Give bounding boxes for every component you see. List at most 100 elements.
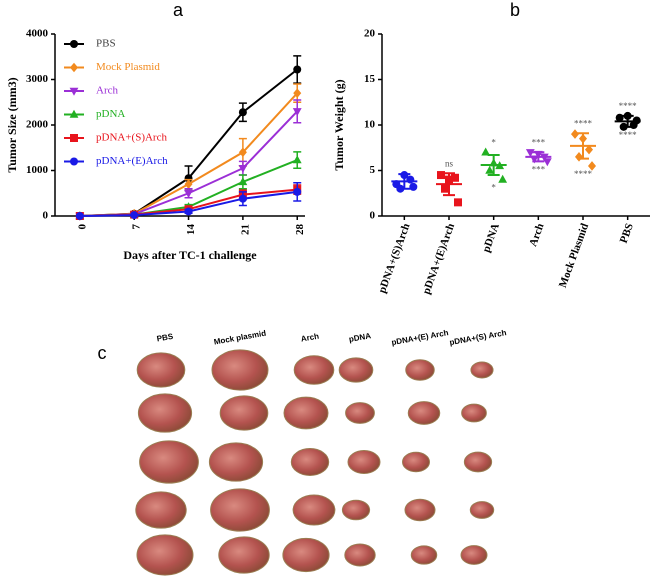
- tumor-photo: [282, 537, 330, 573]
- tumor-photo: [341, 499, 371, 521]
- x-tick-label: pDNA: [480, 222, 502, 254]
- marker: [238, 177, 248, 186]
- tumor-photo: [407, 401, 441, 425]
- column-label: Mock plasmid: [213, 329, 267, 347]
- marker: [525, 149, 535, 158]
- x-tick-label: PBS: [618, 222, 636, 245]
- significance: ****: [619, 130, 638, 140]
- marker: [445, 175, 453, 184]
- significance: ****: [619, 101, 638, 111]
- y-tick-label: 0: [370, 210, 376, 222]
- tumor-photo: [347, 449, 381, 475]
- marker: [238, 147, 247, 158]
- marker: [441, 184, 449, 193]
- marker: [585, 144, 593, 155]
- marker: [542, 158, 552, 167]
- x-tick-label: Mock Plasmid: [557, 222, 591, 290]
- tumor-photo: [208, 442, 264, 482]
- x-tick-label: 14: [185, 224, 197, 236]
- tumor-photo: [139, 440, 199, 484]
- marker: [489, 158, 499, 167]
- column-label: pDNA+(S) Arch: [449, 328, 508, 347]
- tumor-photo: [290, 448, 330, 476]
- marker: [70, 40, 78, 48]
- marker: [292, 108, 302, 117]
- tumor-photo: [283, 396, 329, 430]
- x-tick-label: Arch: [527, 222, 546, 248]
- panel-label: a: [173, 0, 184, 20]
- y-axis-label: Tumor Weight (g): [332, 79, 346, 170]
- x-tick-label: pDNA+(E)Arch: [420, 222, 457, 296]
- y-axis-label: Tumor Size (mm3): [5, 77, 19, 172]
- marker: [533, 150, 543, 159]
- marker: [75, 212, 84, 220]
- marker: [293, 88, 302, 98]
- marker: [529, 155, 539, 164]
- marker: [238, 165, 248, 174]
- tumor-photo: [463, 451, 493, 473]
- legend-label: Mock Plasmid: [96, 61, 160, 73]
- tumor-photo: [219, 395, 269, 431]
- marker: [238, 194, 247, 203]
- marker: [69, 87, 79, 96]
- marker: [396, 184, 405, 193]
- tumor-photo: [135, 491, 187, 529]
- tumor-photo: [470, 361, 494, 379]
- significance: ****: [574, 169, 593, 179]
- x-tick-label: 0: [76, 224, 88, 230]
- panel-label: c: [98, 343, 107, 363]
- tumor-photo: [344, 543, 376, 567]
- tumor-photo: [210, 488, 270, 532]
- tumor-photo: [469, 501, 495, 519]
- marker: [69, 109, 79, 118]
- marker: [495, 161, 505, 170]
- tumor-photo: [136, 534, 194, 576]
- marker: [454, 198, 462, 207]
- marker: [571, 129, 579, 139]
- significance: ***: [532, 164, 546, 174]
- tumor-photo: [460, 545, 488, 565]
- tumor-photo: [404, 498, 436, 522]
- tumor-photo: [292, 494, 336, 526]
- marker: [184, 207, 193, 216]
- tumor-photo: [402, 451, 430, 473]
- significance: ***: [532, 137, 546, 147]
- marker: [481, 147, 491, 156]
- marker: [70, 157, 78, 166]
- marker: [400, 171, 409, 180]
- marker: [293, 187, 302, 196]
- tumor-photo: [293, 355, 335, 385]
- legend-label: PBS: [96, 38, 116, 50]
- y-tick-label: 1000: [26, 164, 49, 176]
- panel-label: b: [510, 0, 520, 20]
- tumor-photo: [338, 357, 374, 383]
- y-tick-label: 2000: [26, 119, 49, 131]
- legend-label: pDNA: [96, 108, 125, 120]
- significance: ****: [574, 118, 593, 128]
- marker: [575, 152, 583, 162]
- legend-label: pDNA+(E)Arch: [96, 155, 168, 167]
- marker: [632, 116, 641, 125]
- marker: [293, 65, 302, 74]
- legend-label: pDNA+(S)Arch: [96, 132, 167, 144]
- tumor-photo: [345, 402, 375, 424]
- column-label: pDNA+(E) Arch: [391, 328, 450, 347]
- legend-label: Arch: [96, 85, 118, 97]
- y-tick-label: 4000: [26, 28, 49, 40]
- marker: [409, 182, 418, 191]
- marker: [498, 174, 508, 183]
- marker: [579, 133, 587, 144]
- column-label: PBS: [156, 332, 174, 344]
- tumor-photo: [461, 403, 487, 423]
- x-tick-label: 21: [239, 224, 251, 235]
- marker: [485, 165, 495, 174]
- y-tick-label: 20: [364, 28, 376, 40]
- y-tick-label: 3000: [26, 73, 49, 85]
- y-tick-label: 10: [364, 119, 376, 131]
- tumor-photo: [405, 359, 435, 381]
- marker: [292, 155, 302, 164]
- marker: [588, 161, 596, 171]
- marker: [615, 113, 624, 122]
- x-tick-label: 28: [294, 224, 306, 236]
